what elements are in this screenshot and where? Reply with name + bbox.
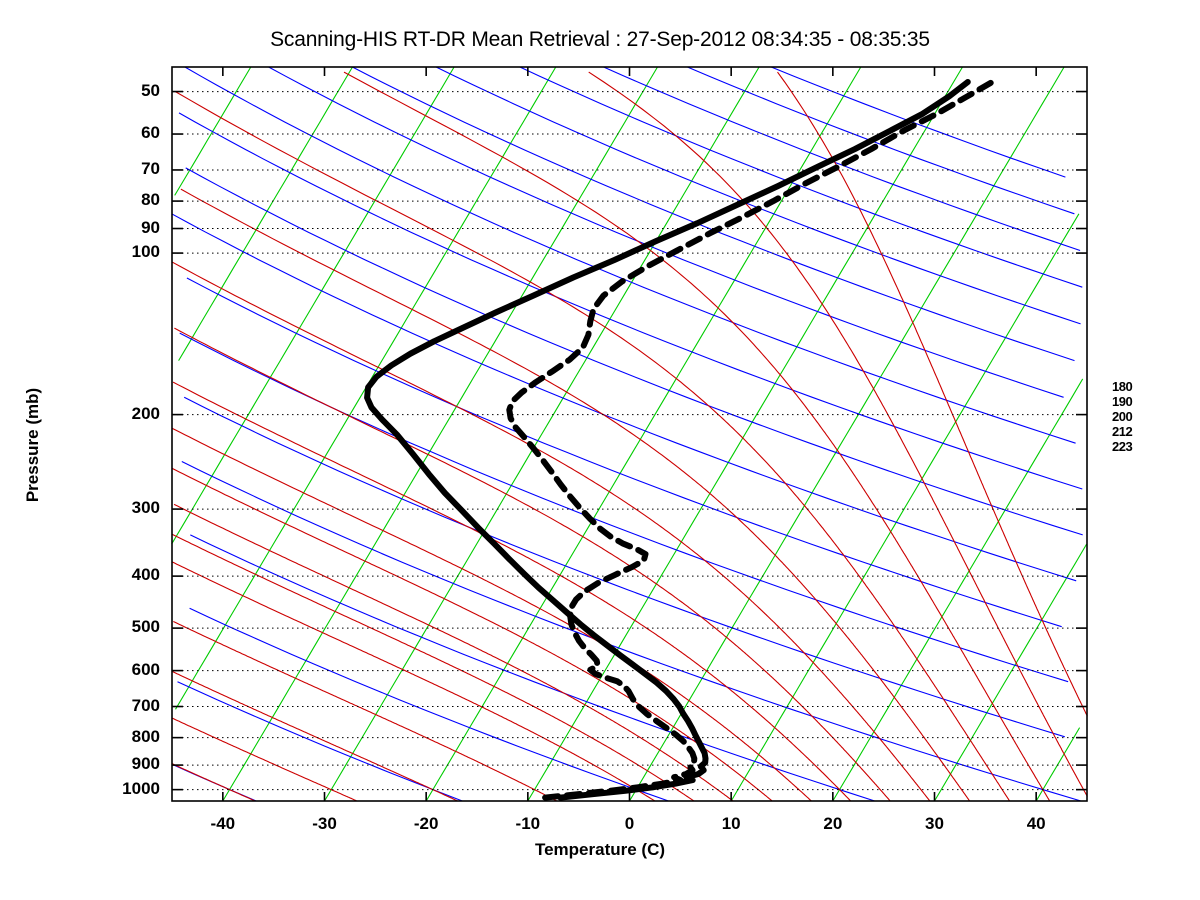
x-tick-label: -40 bbox=[210, 814, 236, 833]
y-tick-label: 500 bbox=[131, 617, 160, 637]
moist-adiabat-line bbox=[175, 91, 1011, 802]
y-tick-label: 1000 bbox=[122, 778, 160, 798]
dry-adiabat-lines bbox=[171, 66, 1083, 802]
moist-adiabat-line bbox=[171, 762, 256, 802]
y-tick-label: 100 bbox=[131, 242, 160, 262]
x-tick-label: -30 bbox=[312, 814, 337, 833]
isotherm-line bbox=[324, 66, 760, 802]
y-tick-label: 300 bbox=[131, 498, 160, 518]
moist-adiabat-line bbox=[171, 427, 812, 802]
theta-annotation: 223 bbox=[1112, 439, 1133, 454]
moist-adiabat-lines bbox=[171, 71, 1088, 802]
isotherm-line bbox=[527, 66, 963, 802]
moist-adiabat-line bbox=[171, 561, 656, 802]
y-tick-label: 70 bbox=[141, 158, 160, 178]
theta-annotation: 200 bbox=[1112, 409, 1133, 424]
moist-adiabat-line bbox=[343, 71, 1051, 802]
theta-annotation: 212 bbox=[1112, 424, 1133, 439]
dry-adiabat-line bbox=[171, 213, 1077, 582]
y-tick-label: 80 bbox=[141, 190, 160, 210]
isotherm-line bbox=[178, 66, 353, 361]
theta-annotation: 180 bbox=[1112, 379, 1133, 394]
dry-adiabat-line bbox=[190, 534, 875, 802]
x-tick-label: 10 bbox=[721, 814, 741, 833]
x-tick-label: -10 bbox=[515, 814, 541, 833]
dry-adiabat-line bbox=[183, 396, 1065, 738]
isotherm-line bbox=[629, 66, 1065, 802]
moist-adiabat-line bbox=[171, 670, 458, 802]
isotherm-line bbox=[832, 378, 1084, 802]
isotherm-line bbox=[425, 66, 862, 802]
dewpoint-curve bbox=[506, 79, 996, 801]
y-tick-label: 200 bbox=[131, 403, 160, 423]
x-tick-label: 40 bbox=[1026, 814, 1046, 833]
moist-adiabat-line bbox=[171, 533, 695, 802]
dry-adiabat-line bbox=[184, 66, 1076, 444]
dry-adiabat-line bbox=[185, 167, 1083, 536]
y-tick-label: 800 bbox=[131, 726, 160, 746]
axis-ticks bbox=[172, 67, 1087, 801]
moist-adiabat-line bbox=[171, 467, 773, 802]
isotherm-line bbox=[1035, 727, 1081, 802]
x-tick-label: 30 bbox=[925, 814, 944, 833]
moist-adiabat-line bbox=[777, 71, 1088, 717]
y-tick-label: 700 bbox=[131, 695, 160, 715]
y-tick-label: 400 bbox=[131, 565, 160, 585]
moist-adiabat-line bbox=[588, 71, 1088, 797]
moist-adiabat-line bbox=[174, 327, 891, 802]
dry-adiabat-line bbox=[179, 332, 1069, 683]
dry-adiabat-line bbox=[189, 607, 669, 802]
data-curves bbox=[364, 79, 996, 801]
x-axis-title: Temperature (C) bbox=[534, 840, 666, 859]
y-axis-title: Pressure (mb) bbox=[23, 387, 42, 503]
dry-adiabat-line bbox=[186, 277, 1062, 628]
dry-adiabat-line bbox=[181, 461, 1082, 802]
isotherm-line bbox=[934, 543, 1088, 802]
temperature-curve bbox=[364, 79, 971, 801]
dry-adiabat-line bbox=[519, 66, 1083, 288]
y-tick-label: 600 bbox=[131, 659, 160, 679]
y-tick-label: 90 bbox=[141, 217, 160, 237]
x-tick-label: 0 bbox=[624, 814, 635, 833]
x-tick-label: -20 bbox=[413, 814, 439, 833]
theta-annotation: 190 bbox=[1112, 394, 1133, 409]
moist-adiabat-line bbox=[172, 717, 358, 802]
page-title: Scanning-HIS RT-DR Mean Retrieval : 27-S… bbox=[270, 28, 930, 51]
y-tick-label: 60 bbox=[141, 123, 160, 143]
dry-adiabat-line bbox=[435, 66, 1081, 325]
moist-adiabat-line bbox=[172, 261, 931, 802]
dry-adiabat-line bbox=[352, 66, 1075, 362]
isotherm-line bbox=[171, 66, 455, 545]
dry-adiabat-line bbox=[603, 66, 1081, 252]
moist-adiabat-line bbox=[173, 620, 558, 802]
isotherm-line bbox=[222, 66, 658, 802]
moist-adiabat-line bbox=[172, 381, 852, 802]
y-tick-label: 50 bbox=[141, 80, 160, 100]
isotherm-line bbox=[730, 213, 1080, 802]
moist-adiabat-line bbox=[180, 188, 971, 802]
dry-adiabat-line bbox=[177, 681, 463, 802]
dry-adiabat-line bbox=[268, 66, 1064, 398]
y-tick-label: 900 bbox=[131, 754, 160, 774]
dry-adiabat-line bbox=[770, 66, 1066, 178]
x-tick-label: 20 bbox=[823, 814, 843, 833]
